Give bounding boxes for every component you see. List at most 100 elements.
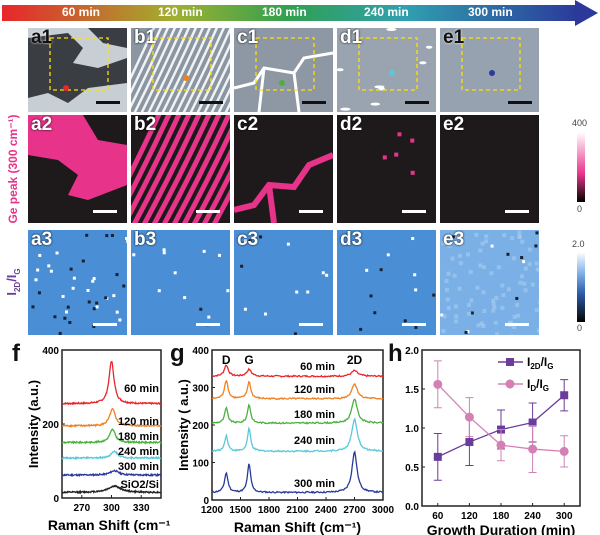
ratio-colorbar-max: 2.0	[572, 239, 585, 249]
spectrum-line	[211, 417, 384, 453]
y-tick-label: 400	[42, 346, 59, 357]
x-tick-label: 270	[73, 503, 90, 514]
panel-label: b2	[134, 115, 157, 135]
spectrum-line	[61, 407, 162, 428]
y-tick-label: 300	[192, 384, 209, 395]
series-label: 120 min	[294, 384, 335, 396]
panel-label: d1	[340, 28, 363, 48]
chart-f: 60 min 120 min 180 min 240 min 300 min SiO2/S…	[26, 346, 170, 533]
y-tick-label: 1.5	[405, 385, 419, 396]
optical-image: e1	[440, 28, 539, 112]
x-tick-label: 330	[133, 503, 150, 514]
peak-label: 2D	[347, 353, 363, 367]
spectrum-line	[211, 450, 384, 495]
ratio-colorbar-min: 0	[577, 323, 583, 333]
panel-label-f: f	[12, 340, 20, 367]
ge-map: a2	[28, 115, 127, 223]
data-point	[465, 438, 474, 447]
optical-image: d1	[337, 28, 436, 112]
x-tick-label: 3000	[372, 505, 395, 516]
y-tick-label: 0.5	[405, 463, 419, 474]
panel-label: d2	[340, 115, 363, 135]
legend-label: ID/IG	[527, 377, 549, 393]
x-axis-label: Growth Duration (min)	[427, 522, 576, 535]
y-tick-label: 400	[192, 346, 209, 357]
chart-g: 60 min 120 min 180 min 240 min 300 min 1200 15…	[176, 346, 395, 535]
ratio-map: b3	[131, 230, 230, 335]
ge-map: d2	[337, 115, 436, 223]
x-tick-label: 240	[524, 511, 541, 522]
series-label: 180 min	[118, 431, 159, 443]
y-tick-label: 0.0	[405, 502, 419, 513]
series-label: 240 min	[294, 435, 335, 447]
panel-label-g: g	[170, 340, 185, 367]
timeline-label: 60 min	[62, 5, 101, 19]
y-tick-label: 1.0	[405, 424, 419, 435]
data-point	[464, 412, 474, 422]
ge-colorbar-min: 0	[577, 204, 583, 214]
y-tick-label: 200	[42, 420, 59, 431]
spectrum-line	[61, 428, 162, 445]
x-tick-label: 60	[432, 511, 444, 522]
panel-label: e3	[443, 230, 465, 250]
timeline-label: 180 min	[262, 5, 307, 19]
series-label: SiO2/Si	[120, 479, 159, 491]
panel-label: e1	[443, 28, 465, 48]
series-label: 120 min	[118, 416, 159, 428]
y-tick-label: 0	[53, 494, 59, 505]
x-tick-label: 180	[493, 511, 510, 522]
panel-label: c2	[237, 115, 259, 135]
panel-label: b3	[134, 230, 157, 250]
panel-label: e2	[443, 115, 465, 135]
peak-label: G	[244, 353, 253, 367]
panel-label-h: h	[388, 340, 403, 367]
optical-image: b1	[131, 28, 230, 112]
x-axis-label: Raman Shift (cm⁻¹)	[48, 517, 170, 533]
data-point	[433, 379, 443, 389]
ge-map: c2	[234, 115, 333, 223]
optical-image: a1	[28, 28, 127, 112]
x-axis-label: Raman Shift (cm⁻¹)	[234, 519, 361, 535]
x-tick-label: 2100	[286, 505, 309, 516]
timeline-label: 240 min	[364, 5, 409, 19]
ratio-label-text: I2D/IG	[4, 268, 22, 296]
ge-row-label: Ge peak (300 cm⁻¹)	[6, 114, 20, 224]
timeline-label: 120 min	[158, 5, 203, 19]
panel-label: d3	[340, 230, 363, 250]
ratio-row-label: I2D/IG	[0, 230, 26, 335]
data-point	[528, 418, 537, 427]
ge-map: b2	[131, 115, 230, 223]
panel-label: c1	[237, 28, 259, 48]
data-point	[433, 452, 442, 461]
y-tick-label: 2.0	[405, 346, 419, 357]
spectrum-line	[211, 398, 384, 425]
series-label: 60 min	[300, 361, 335, 373]
ge-map: e2	[440, 115, 539, 223]
x-tick-label: 2700	[343, 505, 366, 516]
panel-label: c3	[237, 230, 259, 250]
timeline-label: 300 min	[468, 5, 513, 19]
spectrum-line	[61, 450, 162, 461]
panel-label: a3	[31, 230, 53, 250]
ratio-colorbar	[577, 252, 585, 322]
data-point	[559, 446, 569, 456]
panel-label: a2	[31, 115, 53, 135]
ge-colorbar-max: 400	[572, 118, 588, 128]
ratio-map: d3	[337, 230, 436, 335]
x-tick-label: 300	[556, 511, 573, 522]
legend-label: I2D/IG	[527, 355, 553, 371]
x-tick-label: 300	[103, 503, 120, 514]
x-tick-label: 1500	[229, 505, 252, 516]
optical-image: c1	[234, 28, 333, 112]
spectrum-line	[61, 469, 162, 478]
y-axis-label: Intensity ( a.u.)	[176, 379, 191, 471]
data-point	[528, 444, 538, 454]
y-tick-label: 100	[192, 459, 209, 470]
series-label: 300 min	[294, 478, 335, 490]
ge-colorbar	[577, 132, 585, 202]
data-point	[496, 440, 506, 450]
x-tick-label: 1200	[201, 505, 224, 516]
ratio-map: a3	[28, 230, 127, 335]
y-axis-label: Intensity (a.u.)	[26, 380, 41, 468]
